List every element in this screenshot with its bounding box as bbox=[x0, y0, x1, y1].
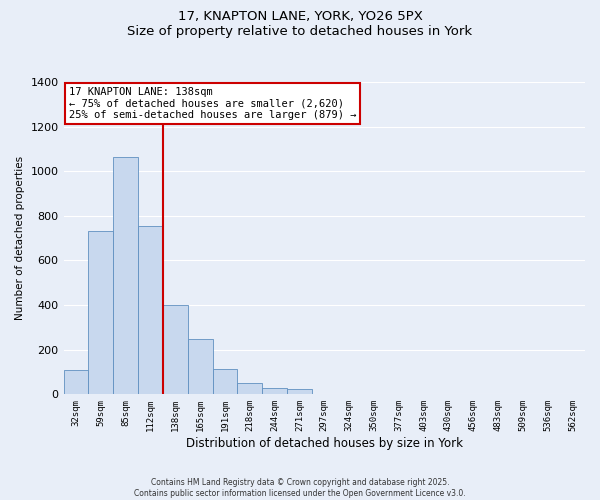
Bar bbox=[188, 339, 212, 394]
Bar bbox=[212, 368, 238, 394]
Bar bbox=[163, 305, 188, 394]
Bar bbox=[88, 232, 113, 394]
Y-axis label: Number of detached properties: Number of detached properties bbox=[15, 156, 25, 320]
Bar bbox=[64, 370, 88, 394]
Bar bbox=[262, 388, 287, 394]
Text: 17, KNAPTON LANE, YORK, YO26 5PX
Size of property relative to detached houses in: 17, KNAPTON LANE, YORK, YO26 5PX Size of… bbox=[127, 10, 473, 38]
Text: 17 KNAPTON LANE: 138sqm
← 75% of detached houses are smaller (2,620)
25% of semi: 17 KNAPTON LANE: 138sqm ← 75% of detache… bbox=[69, 86, 356, 120]
Bar bbox=[238, 383, 262, 394]
Bar bbox=[138, 226, 163, 394]
Text: Contains HM Land Registry data © Crown copyright and database right 2025.
Contai: Contains HM Land Registry data © Crown c… bbox=[134, 478, 466, 498]
Bar bbox=[113, 156, 138, 394]
Bar bbox=[287, 389, 312, 394]
X-axis label: Distribution of detached houses by size in York: Distribution of detached houses by size … bbox=[186, 437, 463, 450]
